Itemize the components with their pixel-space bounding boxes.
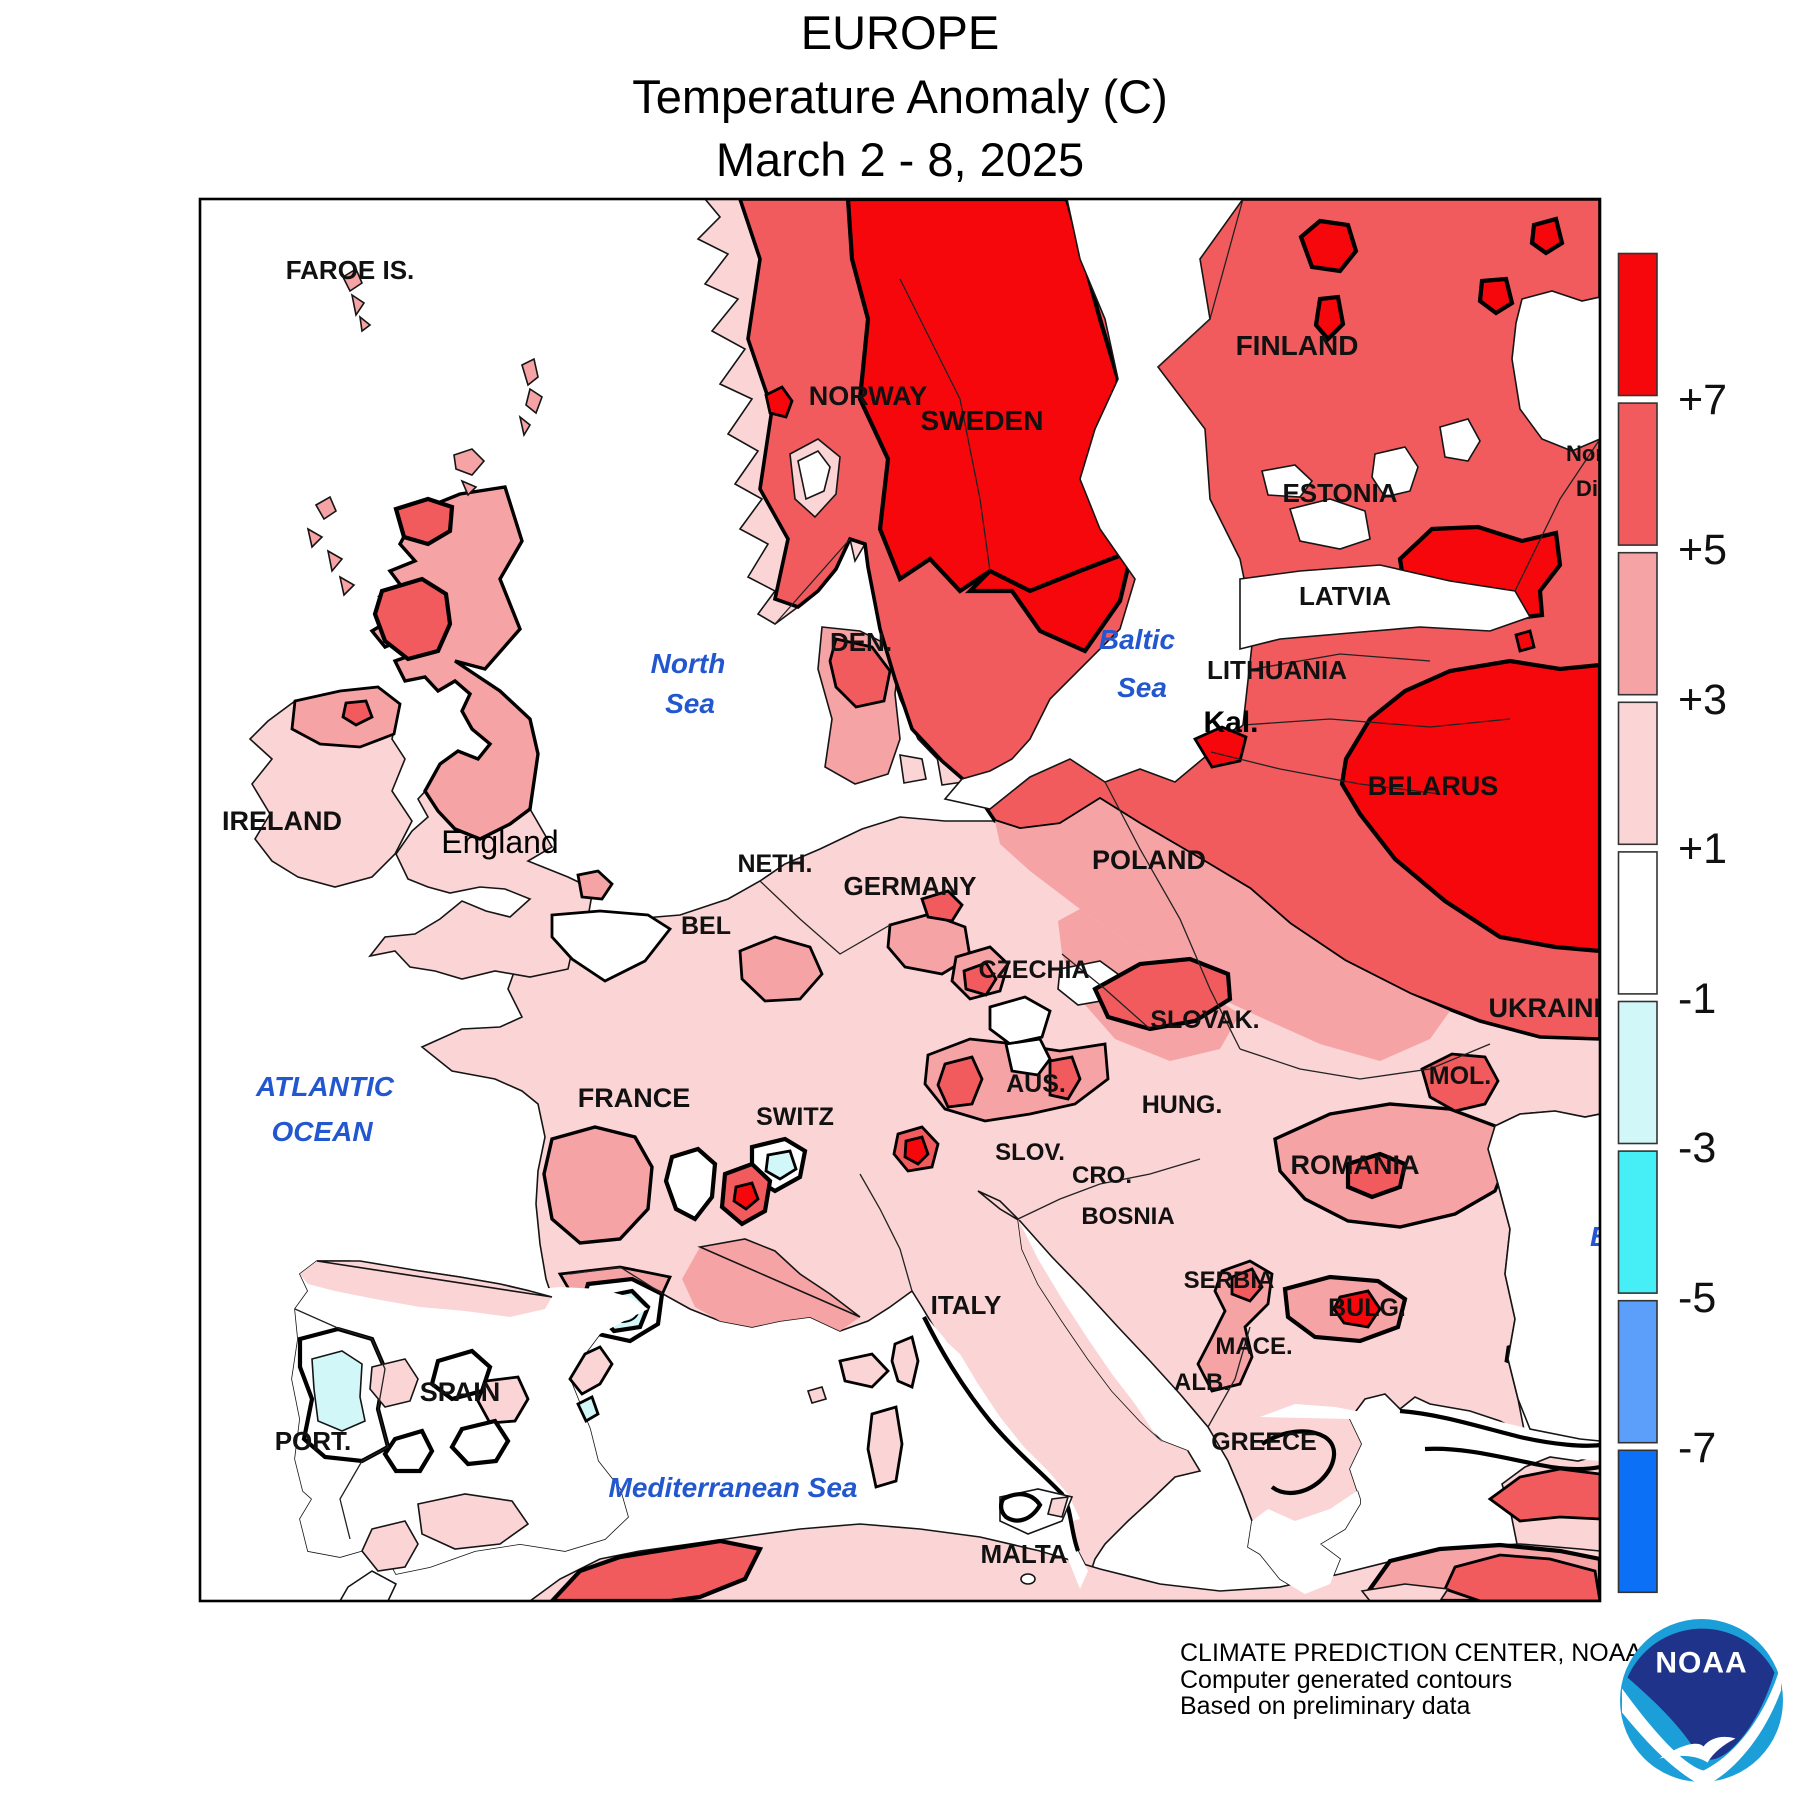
svg-text:IRELAND: IRELAND: [222, 806, 342, 836]
svg-text:DEN.: DEN.: [830, 627, 892, 657]
svg-text:-5: -5: [1678, 1274, 1716, 1322]
svg-text:Computer generated contours: Computer generated contours: [1180, 1666, 1512, 1694]
svg-text:Based on preliminary data: Based on preliminary data: [1180, 1692, 1471, 1720]
svg-text:MALTA: MALTA: [980, 1539, 1067, 1569]
svg-text:North: North: [651, 648, 726, 679]
svg-text:POLAND: POLAND: [1092, 845, 1206, 875]
svg-text:Sea: Sea: [665, 688, 715, 719]
svg-text:OCEAN: OCEAN: [271, 1116, 373, 1147]
svg-text:BEL: BEL: [681, 912, 731, 940]
svg-text:+1: +1: [1678, 825, 1727, 873]
svg-text:Baltic: Baltic: [1099, 624, 1176, 655]
svg-text:March 2 - 8, 2025: March 2 - 8, 2025: [716, 133, 1084, 186]
svg-text:+3: +3: [1678, 676, 1727, 724]
svg-text:FRANCE: FRANCE: [578, 1083, 691, 1113]
svg-text:NOAA: NOAA: [1655, 1647, 1747, 1680]
svg-text:AUS.: AUS.: [1006, 1070, 1066, 1098]
svg-text:SLOV.: SLOV.: [995, 1139, 1065, 1166]
svg-text:CRO.: CRO.: [1072, 1162, 1132, 1189]
svg-text:FINLAND: FINLAND: [1236, 330, 1359, 361]
svg-text:District: District: [1576, 476, 1652, 501]
svg-text:GREECE: GREECE: [1211, 1428, 1317, 1456]
svg-text:+5: +5: [1678, 526, 1727, 574]
svg-text:ESTONIA: ESTONIA: [1282, 478, 1397, 508]
svg-text:LITHUANIA: LITHUANIA: [1207, 655, 1347, 685]
svg-text:BELARUS: BELARUS: [1368, 771, 1499, 801]
svg-text:ROMANIA: ROMANIA: [1291, 1150, 1420, 1180]
svg-text:Kal.: Kal.: [1203, 706, 1258, 739]
svg-text:Mediterranean Sea: Mediterranean Sea: [609, 1472, 858, 1503]
svg-text:-7: -7: [1678, 1424, 1716, 1472]
svg-text:Temperature Anomaly (C): Temperature Anomaly (C): [632, 70, 1167, 123]
svg-text:UKRAINE: UKRAINE: [1488, 993, 1611, 1023]
svg-text:NORWAY: NORWAY: [809, 381, 928, 411]
svg-text:SPAIN: SPAIN: [420, 1377, 501, 1407]
svg-text:CZECHIA: CZECHIA: [978, 956, 1089, 984]
svg-text:BOSNIA: BOSNIA: [1081, 1203, 1174, 1230]
svg-text:ATLANTIC: ATLANTIC: [255, 1071, 395, 1102]
svg-text:SLOVAK.: SLOVAK.: [1150, 1006, 1259, 1034]
svg-text:Northwestern: Northwestern: [1566, 441, 1708, 466]
svg-text:SWEDEN: SWEDEN: [921, 405, 1044, 436]
svg-text:MOL.: MOL.: [1429, 1062, 1492, 1090]
svg-text:ALB.: ALB.: [1174, 1369, 1230, 1396]
svg-text:MACE.: MACE.: [1215, 1333, 1292, 1360]
svg-text:BULG.: BULG.: [1328, 1294, 1406, 1322]
svg-text:-1: -1: [1678, 975, 1716, 1023]
svg-text:FAROE IS.: FAROE IS.: [286, 255, 415, 285]
svg-text:+7: +7: [1678, 376, 1727, 424]
svg-text:LATVIA: LATVIA: [1299, 581, 1391, 611]
svg-text:GERMANY: GERMANY: [844, 871, 977, 901]
svg-text:NETH.: NETH.: [738, 850, 813, 878]
svg-text:SERBIA: SERBIA: [1184, 1267, 1275, 1294]
svg-text:B: B: [1590, 1221, 1610, 1252]
svg-text:PORT.: PORT.: [275, 1426, 352, 1456]
svg-text:EUROPE: EUROPE: [801, 6, 1000, 59]
svg-text:-3: -3: [1678, 1124, 1716, 1172]
svg-text:Sea: Sea: [1117, 672, 1167, 703]
svg-text:HUNG.: HUNG.: [1142, 1091, 1223, 1119]
svg-text:England: England: [441, 824, 558, 860]
svg-text:CLIMATE PREDICTION CENTER, NOA: CLIMATE PREDICTION CENTER, NOAA: [1180, 1639, 1642, 1667]
svg-text:ITALY: ITALY: [931, 1290, 1002, 1320]
svg-text:SWITZ: SWITZ: [756, 1103, 834, 1131]
